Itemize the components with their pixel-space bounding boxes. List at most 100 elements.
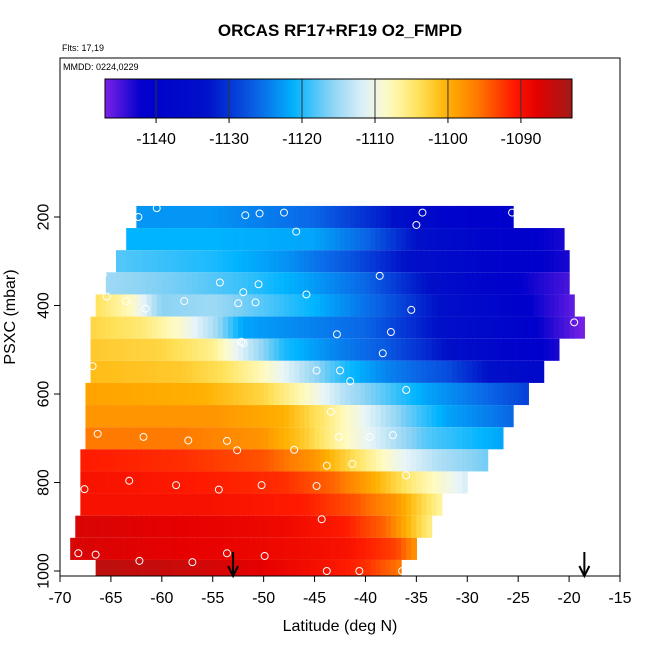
heatmap-cell (406, 360, 412, 383)
heatmap-cell (243, 272, 249, 295)
heatmap-cell (258, 338, 265, 361)
heatmap-cell (146, 250, 153, 273)
heatmap-cell (355, 449, 361, 472)
sample-point (332, 330, 341, 339)
heatmap-cell (121, 449, 127, 472)
heatmap-cell (238, 471, 244, 494)
heatmap-cell (411, 537, 417, 560)
heatmap-cell (136, 250, 143, 273)
heatmap-cell (380, 515, 387, 538)
heatmap-cell (441, 294, 448, 317)
heatmap-cell (131, 559, 137, 576)
heatmap-cell (248, 382, 255, 406)
heatmap-cell (268, 471, 275, 494)
heatmap-cell (523, 250, 529, 273)
heatmap-cell (248, 427, 255, 450)
heatmap-cell (268, 493, 275, 516)
heatmap-cell (345, 405, 351, 428)
heatmap-cell (253, 493, 260, 516)
heatmap-cell (385, 493, 392, 516)
heatmap-cell (161, 338, 168, 361)
heatmap-cell (192, 382, 199, 406)
heatmap-cell (299, 338, 305, 361)
heatmap-cell (304, 228, 311, 251)
heatmap-cell (217, 316, 224, 339)
heatmap-cell (192, 471, 199, 494)
heatmap-cell (146, 294, 153, 317)
sample-point (251, 298, 260, 307)
heatmap-cell (385, 427, 392, 450)
heatmap-cell (289, 338, 295, 361)
heatmap-cell (553, 338, 560, 361)
heatmap-cell (502, 316, 509, 339)
heatmap-cell (360, 205, 367, 229)
heatmap-cell (497, 250, 504, 273)
heatmap-cell (390, 205, 397, 229)
heatmap-cell (166, 405, 173, 428)
heatmap-cell (273, 228, 280, 251)
heatmap-cell (441, 449, 448, 472)
heatmap-cell (299, 471, 305, 494)
heatmap-cell (345, 449, 351, 472)
heatmap-cell (502, 382, 509, 406)
heatmap-cell (370, 250, 377, 273)
heatmap-cell (95, 338, 102, 361)
heatmap-cell (314, 405, 321, 428)
heatmap-cell (192, 250, 199, 273)
heatmap-cell (380, 537, 387, 560)
heatmap-cell (431, 427, 438, 450)
heatmap-cell (166, 250, 173, 273)
heatmap-cell (121, 250, 127, 273)
heatmap-cell (401, 515, 407, 538)
heatmap-cell (340, 382, 346, 406)
heatmap-cell (294, 338, 300, 361)
heatmap-cell (95, 382, 102, 406)
heatmap-cell (289, 205, 295, 229)
heatmap-cell (212, 471, 219, 494)
heatmap-cell (441, 338, 448, 361)
heatmap-cell (212, 559, 219, 576)
heatmap-cell (462, 205, 468, 229)
heatmap-cell (136, 493, 143, 516)
heatmap-cell (518, 382, 524, 406)
heatmap-cell (355, 316, 361, 339)
heatmap-cell (401, 449, 407, 472)
heatmap-cell (441, 471, 448, 494)
heatmap-cell (426, 338, 433, 361)
heatmap-cell (401, 228, 407, 251)
heatmap-cell (365, 537, 372, 560)
heatmap-cell (263, 360, 270, 383)
heatmap-cell (243, 360, 249, 383)
heatmap-cell (238, 493, 244, 516)
heatmap-cell (192, 493, 199, 516)
heatmap-cell (177, 405, 183, 428)
heatmap-cell (426, 449, 433, 472)
heatmap-cell (278, 559, 285, 576)
heatmap-cell (396, 338, 402, 361)
heatmap-cell (172, 272, 178, 295)
sample-point (188, 558, 197, 567)
heatmap-cell (487, 405, 494, 428)
heatmap-cell (416, 316, 423, 339)
heatmap-cell (289, 228, 295, 251)
heatmap-cell (187, 471, 193, 494)
colorbar-fill (105, 79, 572, 118)
heatmap-cell (136, 360, 143, 383)
y-tick-label: 400 (36, 292, 53, 319)
heatmap-cell (233, 205, 239, 229)
heatmap-cell (324, 316, 331, 339)
heatmap-cell (319, 316, 326, 339)
heatmap-cell (151, 471, 158, 494)
heatmap-cell (105, 471, 112, 494)
heatmap-cell (385, 250, 392, 273)
heatmap-cell (156, 493, 163, 516)
heatmap-cell (390, 382, 397, 406)
heatmap-cell (299, 405, 305, 428)
heatmap-cell (482, 228, 489, 251)
heatmap-cell (365, 360, 372, 383)
heatmap-cell (268, 449, 275, 472)
sample-point (260, 551, 269, 560)
heatmap-cell (457, 471, 463, 494)
heatmap-cell (314, 338, 321, 361)
heatmap-cell (446, 272, 453, 295)
